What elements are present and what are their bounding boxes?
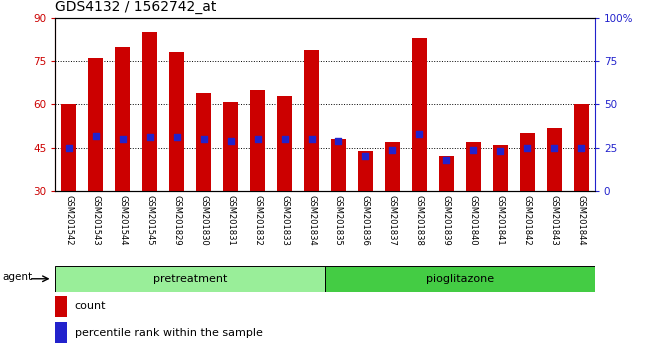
Point [549, 145, 560, 151]
Bar [304, 50, 319, 191]
Point [576, 145, 586, 151]
Text: GSM201842: GSM201842 [523, 195, 532, 246]
Bar [277, 96, 292, 191]
Bar [358, 151, 373, 191]
Text: GSM201838: GSM201838 [415, 195, 424, 246]
Bar [55, 266, 325, 292]
Text: percentile rank within the sample: percentile rank within the sample [75, 328, 263, 338]
Text: GSM201834: GSM201834 [307, 195, 316, 246]
Bar [115, 47, 130, 191]
Point [387, 147, 398, 152]
Text: GSM201832: GSM201832 [253, 195, 262, 246]
Point [64, 145, 74, 151]
Point [333, 138, 344, 144]
Text: GSM201837: GSM201837 [388, 195, 397, 246]
Text: GSM201829: GSM201829 [172, 195, 181, 246]
Point [280, 136, 290, 142]
Text: GSM201830: GSM201830 [199, 195, 208, 246]
Point [90, 133, 101, 138]
Point [495, 148, 506, 154]
Point [360, 154, 370, 159]
Text: GSM201544: GSM201544 [118, 195, 127, 245]
Bar [439, 156, 454, 191]
Bar [520, 133, 535, 191]
Bar [223, 102, 238, 191]
Text: GSM201844: GSM201844 [577, 195, 586, 246]
Text: GSM201545: GSM201545 [145, 195, 154, 245]
Text: GSM201843: GSM201843 [550, 195, 559, 246]
Bar [88, 58, 103, 191]
Bar [466, 142, 481, 191]
Text: pioglitazone: pioglitazone [426, 274, 494, 284]
Point [252, 136, 263, 142]
Point [441, 157, 452, 163]
Text: GSM201839: GSM201839 [442, 195, 451, 246]
Text: agent: agent [3, 273, 33, 282]
Bar [61, 104, 76, 191]
Text: GSM201833: GSM201833 [280, 195, 289, 246]
Bar [412, 38, 427, 191]
Bar [169, 52, 184, 191]
Bar [331, 139, 346, 191]
Bar [250, 90, 265, 191]
Bar [55, 322, 66, 343]
Bar [325, 266, 595, 292]
Bar [493, 145, 508, 191]
Bar [547, 127, 562, 191]
Point [172, 135, 182, 140]
Point [198, 136, 209, 142]
Point [144, 135, 155, 140]
Point [414, 131, 424, 137]
Text: GSM201543: GSM201543 [91, 195, 100, 246]
Point [306, 136, 317, 142]
Text: GSM201841: GSM201841 [496, 195, 505, 246]
Text: GSM201840: GSM201840 [469, 195, 478, 246]
Text: GSM201835: GSM201835 [334, 195, 343, 246]
Text: GSM201542: GSM201542 [64, 195, 73, 245]
Text: count: count [75, 301, 106, 311]
Bar [142, 32, 157, 191]
Text: GSM201831: GSM201831 [226, 195, 235, 246]
Point [522, 145, 532, 151]
Text: GDS4132 / 1562742_at: GDS4132 / 1562742_at [55, 0, 216, 14]
Bar [55, 296, 66, 317]
Point [118, 136, 128, 142]
Point [226, 138, 236, 144]
Text: pretreatment: pretreatment [153, 274, 228, 284]
Text: GSM201836: GSM201836 [361, 195, 370, 246]
Bar [385, 142, 400, 191]
Bar [196, 93, 211, 191]
Bar [574, 104, 589, 191]
Point [468, 147, 478, 152]
